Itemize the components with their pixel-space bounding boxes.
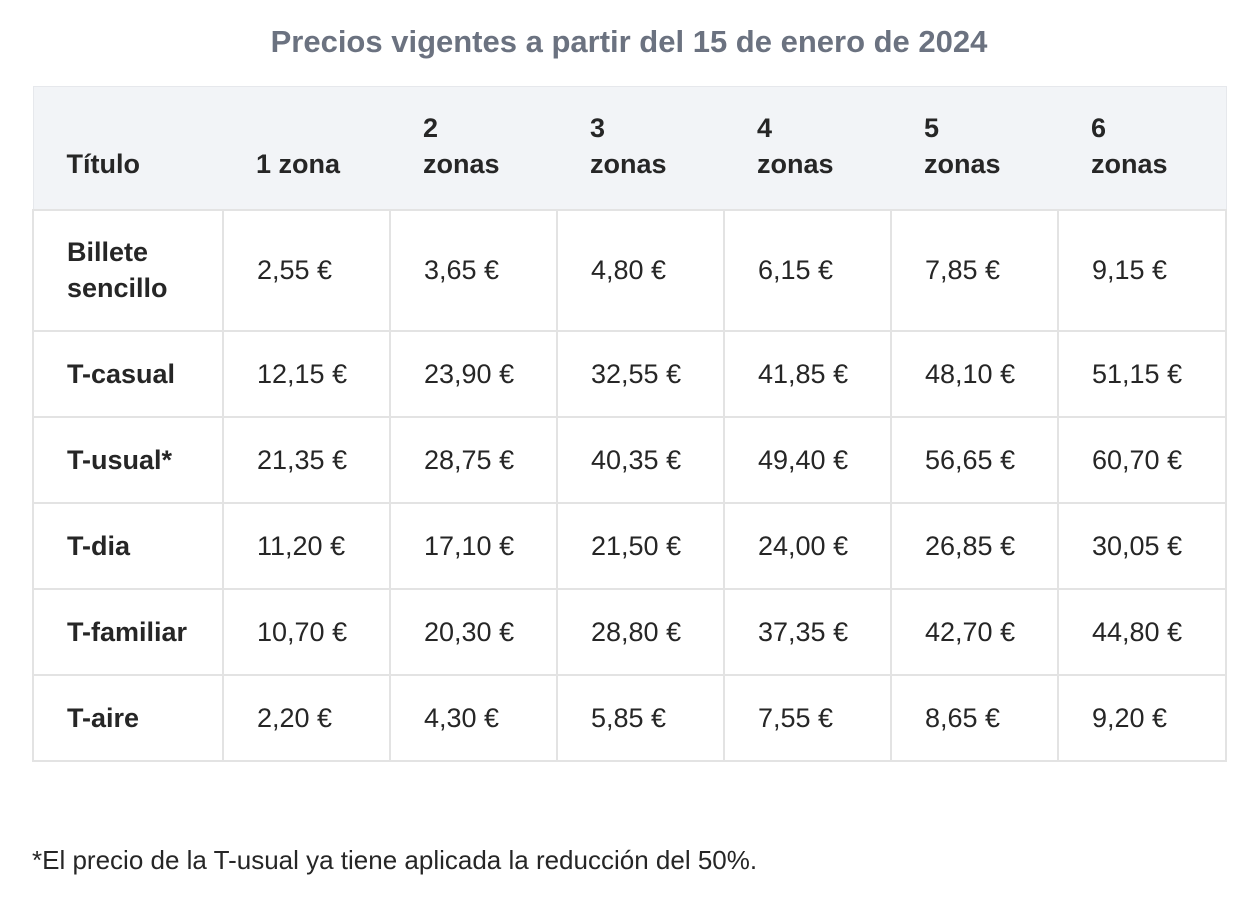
header-cell-zone-5: 5 zonas xyxy=(891,86,1058,210)
price-table: Título 1 zona 2 zonas 3 zonas 4 zonas 5 zona… xyxy=(32,86,1227,762)
table-row: Billete sencillo 2,55 € 3,65 € 4,80 € 6,1… xyxy=(32,208,1227,332)
row-title-line: T-familiar xyxy=(67,616,188,647)
row-title-cell: T-familiar xyxy=(32,587,224,676)
price-cell: 23,90 € xyxy=(389,329,558,418)
header-line: 3 xyxy=(590,112,606,143)
price-cell: 28,80 € xyxy=(556,587,725,676)
price-cell: 11,20 € xyxy=(222,501,391,590)
table-row: T-usual* 21,35 € 28,75 € 40,35 € 49,40 €… xyxy=(32,415,1227,504)
price-cell: 30,05 € xyxy=(1057,501,1227,590)
header-cell-zone-2: 2 zonas xyxy=(390,86,557,210)
page-title: Precios vigentes a partir del 15 de ener… xyxy=(270,24,988,59)
row-title-cell: Billete sencillo xyxy=(32,208,224,332)
price-cell: 49,40 € xyxy=(723,415,892,504)
row-title-cell: T-dia xyxy=(32,501,224,590)
header-line: zonas xyxy=(1091,148,1168,179)
header-cell-zone-1: 1 zona xyxy=(223,86,390,210)
price-cell: 51,15 € xyxy=(1057,329,1227,418)
price-cell: 41,85 € xyxy=(723,329,892,418)
row-title-line: T-aire xyxy=(67,702,140,733)
price-cell: 10,70 € xyxy=(222,587,391,676)
row-title-line: T-casual xyxy=(67,358,176,389)
price-cell: 12,15 € xyxy=(222,329,391,418)
header-row: Título 1 zona 2 zonas 3 zonas 4 zonas 5 zona… xyxy=(32,86,1227,210)
price-cell: 44,80 € xyxy=(1057,587,1227,676)
price-cell: 4,30 € xyxy=(389,673,558,762)
footnote: *El precio de la T-usual ya tiene aplica… xyxy=(32,845,758,875)
price-cell: 7,55 € xyxy=(723,673,892,762)
price-table-body: Billete sencillo 2,55 € 3,65 € 4,80 € 6,1… xyxy=(32,208,1227,762)
header-cell-zone-4: 4 zonas xyxy=(724,86,891,210)
row-title-cell: T-aire xyxy=(32,673,224,762)
row-title-line: Billete xyxy=(67,237,149,267)
price-cell: 17,10 € xyxy=(389,501,558,590)
price-cell: 9,20 € xyxy=(1057,673,1227,762)
table-row: T-familiar 10,70 € 20,30 € 28,80 € 37,35… xyxy=(32,587,1227,676)
price-cell: 48,10 € xyxy=(890,329,1059,418)
header-line: 6 xyxy=(1091,112,1107,143)
price-cell: 6,15 € xyxy=(723,208,892,332)
price-cell: 37,35 € xyxy=(723,587,892,676)
price-cell: 32,55 € xyxy=(556,329,725,418)
price-cell: 20,30 € xyxy=(389,587,558,676)
price-cell: 8,65 € xyxy=(890,673,1059,762)
price-cell: 4,80 € xyxy=(556,208,725,332)
table-row: T-dia 11,20 € 17,10 € 21,50 € 24,00 € 26… xyxy=(32,501,1227,590)
price-cell: 2,20 € xyxy=(222,673,391,762)
price-cell: 26,85 € xyxy=(890,501,1059,590)
price-cell: 40,35 € xyxy=(556,415,725,504)
price-cell: 7,85 € xyxy=(890,208,1059,332)
header-line: zonas xyxy=(924,148,1001,179)
row-title-cell: T-casual xyxy=(32,329,224,418)
header-line: zonas xyxy=(590,148,667,179)
price-cell: 60,70 € xyxy=(1057,415,1227,504)
price-table-header: Título 1 zona 2 zonas 3 zonas 4 zonas 5 zona… xyxy=(32,86,1227,210)
price-cell: 28,75 € xyxy=(389,415,558,504)
header-cell-zone-3: 3 zonas xyxy=(557,86,724,210)
header-line: zonas xyxy=(423,148,500,179)
header-line: 2 xyxy=(423,112,439,143)
header-line: 5 xyxy=(924,112,940,143)
price-cell: 42,70 € xyxy=(890,587,1059,676)
price-cell: 24,00 € xyxy=(723,501,892,590)
row-title-cell: T-usual* xyxy=(32,415,224,504)
table-row: T-aire 2,20 € 4,30 € 5,85 € 7,55 € 8,65 … xyxy=(32,673,1227,762)
header-line: Título xyxy=(66,148,140,179)
row-title-line: T-dia xyxy=(67,530,131,561)
header-cell-titulo: Título xyxy=(32,86,223,210)
row-title-line: sencillo xyxy=(67,273,168,303)
price-cell: 21,50 € xyxy=(556,501,725,590)
price-cell: 5,85 € xyxy=(556,673,725,762)
header-line: 1 zona xyxy=(256,148,341,179)
price-cell: 9,15 € xyxy=(1057,208,1227,332)
header-cell-zone-6: 6 zonas xyxy=(1058,86,1227,210)
price-cell: 3,65 € xyxy=(389,208,558,332)
price-cell: 2,55 € xyxy=(222,208,391,332)
price-cell: 56,65 € xyxy=(890,415,1059,504)
header-line: 4 xyxy=(757,112,773,143)
row-title-line: T-usual* xyxy=(67,444,173,475)
price-cell: 21,35 € xyxy=(222,415,391,504)
header-line: zonas xyxy=(757,148,834,179)
table-row: T-casual 12,15 € 23,90 € 32,55 € 41,85 €… xyxy=(32,329,1227,418)
